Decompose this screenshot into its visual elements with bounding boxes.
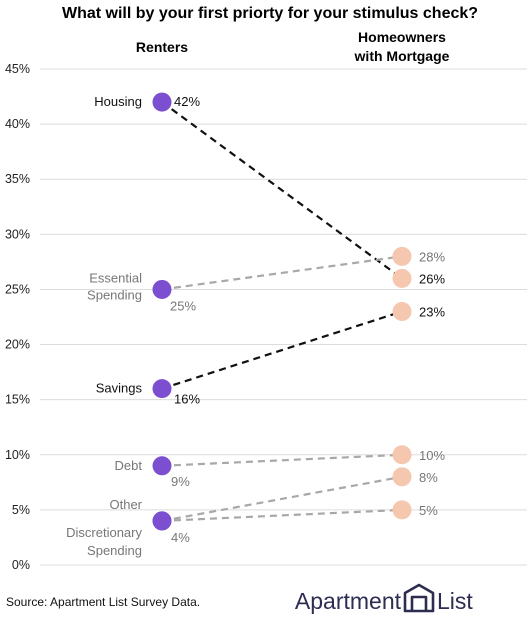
renters-value-label: 16% xyxy=(174,392,200,407)
chart-title: What will by your first priorty for your… xyxy=(62,5,478,22)
brand-name-left: Apartment xyxy=(295,588,402,614)
homeowners-value-label: 28% xyxy=(419,249,445,264)
category-label: Spending xyxy=(87,543,142,558)
y-tick-label: 30% xyxy=(5,227,30,241)
brand-name-right: List xyxy=(437,588,473,614)
y-tick-label: 15% xyxy=(5,393,30,407)
y-tick-label: 20% xyxy=(5,338,30,352)
renters-value-label: 25% xyxy=(170,298,196,313)
column-headers: Renters Homeowners with Mortgage xyxy=(136,29,450,64)
homeowners-value-label: 8% xyxy=(419,470,438,485)
category-label: Housing xyxy=(94,94,142,109)
renters-value-label: 42% xyxy=(174,94,200,109)
y-tick-label: 45% xyxy=(5,62,30,76)
homeowners-value-label: 10% xyxy=(419,448,445,463)
renters-value-label: 9% xyxy=(171,474,190,489)
homeowners-point xyxy=(392,246,412,266)
category-label: Savings xyxy=(96,381,143,396)
source-note: Source: Apartment List Survey Data. xyxy=(6,595,200,609)
y-tick-label: 25% xyxy=(5,282,30,296)
homeowners-value-label: 5% xyxy=(419,503,438,518)
column-header: with Mortgage xyxy=(354,48,450,64)
renters-point xyxy=(152,379,172,399)
column-header: Renters xyxy=(136,39,188,55)
y-tick-label: 40% xyxy=(5,117,30,131)
homeowners-point xyxy=(392,268,412,288)
data-labels: Housing 42% 26% Essential Spending 25% 28% Savi… xyxy=(66,94,445,558)
category-label: Spending xyxy=(87,287,142,302)
y-tick-label: 0% xyxy=(12,558,30,572)
renters-value-label: 4% xyxy=(171,530,190,545)
y-axis: 0% 5% 10% 15% 20% 25% 30% 35% 40% 45% xyxy=(5,62,30,572)
slope-line xyxy=(161,453,403,467)
y-tick-label: 10% xyxy=(5,448,30,462)
renters-point xyxy=(152,92,172,112)
slope-line xyxy=(161,508,403,523)
homeowners-value-label: 23% xyxy=(419,304,445,319)
renters-point xyxy=(152,511,172,531)
category-label: Essential xyxy=(89,270,142,285)
slope-line xyxy=(161,310,403,390)
apartment-list-logo-icon xyxy=(403,583,435,613)
category-label: Other xyxy=(109,497,142,512)
homeowners-value-label: 26% xyxy=(419,271,445,286)
homeowners-point xyxy=(392,445,412,465)
category-label: Debt xyxy=(115,458,143,473)
column-header: Homeowners xyxy=(358,29,446,45)
slope-line xyxy=(161,255,403,291)
y-tick-label: 35% xyxy=(5,172,30,186)
homeowners-point xyxy=(392,467,412,487)
gridlines xyxy=(40,68,527,566)
slope-line xyxy=(161,101,403,280)
renters-point xyxy=(152,279,172,299)
slope-lines xyxy=(161,101,403,523)
category-label: Discretionary xyxy=(66,525,142,540)
slope-line xyxy=(161,475,403,522)
homeowners-point xyxy=(392,301,412,321)
y-tick-label: 5% xyxy=(12,503,30,517)
renters-point xyxy=(152,456,172,476)
homeowners-point xyxy=(392,500,412,520)
brand-logo: Apartment List xyxy=(295,583,473,614)
data-points xyxy=(152,92,412,531)
